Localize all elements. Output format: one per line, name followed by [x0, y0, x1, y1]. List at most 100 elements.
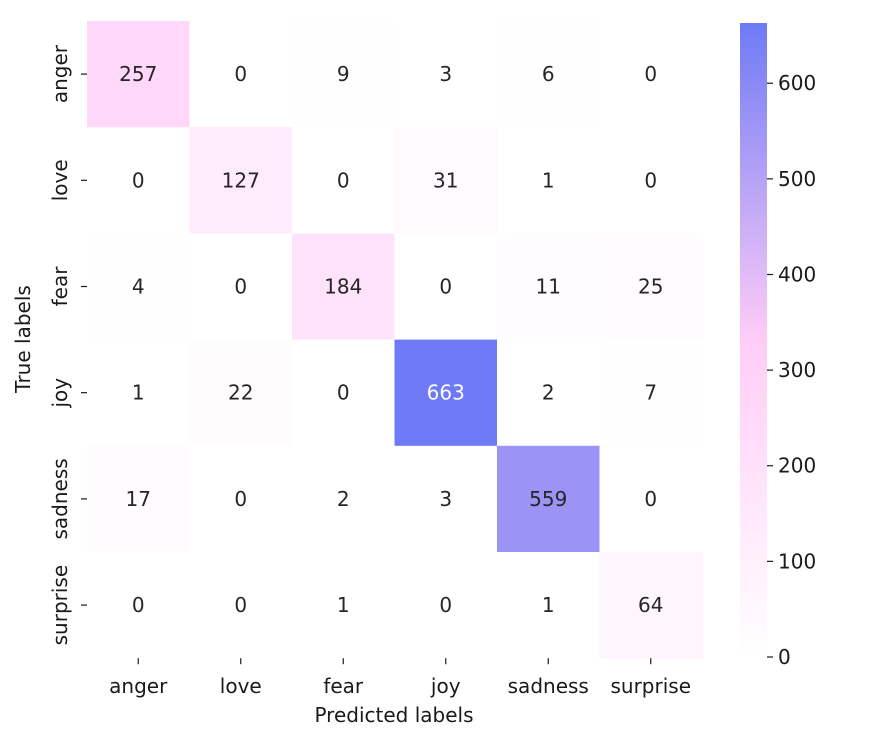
cell-value-label: 559: [529, 487, 567, 511]
cell-value-label: 3: [439, 62, 452, 86]
heatmap-cell: [292, 21, 396, 128]
heatmap-cell: [292, 127, 396, 234]
x-axis-label: Predicted labels: [314, 703, 473, 727]
heatmap-cell: [599, 552, 703, 659]
cell-value-label: 1: [337, 593, 350, 617]
x-axis: anger love fear joy sadness surprise: [109, 658, 691, 698]
x-tick-label: joy: [430, 674, 461, 698]
cell-value-label: 25: [638, 275, 663, 299]
cell-value-label: 0: [234, 487, 247, 511]
colorbar-tick-label: 100: [778, 549, 816, 573]
y-tick-label: love: [48, 159, 72, 201]
cell-value-label: 2: [542, 381, 555, 405]
cell-value-label: 4: [132, 275, 145, 299]
x-tick-label: love: [220, 674, 262, 698]
colorbar-ticks: 0 100 200 300 400 500 600: [767, 71, 816, 669]
heatmap-cell: [87, 445, 191, 553]
heatmap-cells: [87, 21, 703, 659]
heatmap-cell: [189, 552, 293, 659]
heatmap-cell: [394, 233, 498, 341]
cell-value-label: 64: [638, 593, 663, 617]
cell-value-label: 3: [439, 487, 452, 511]
heatmap-cell: [497, 127, 601, 234]
cell-value-label: 0: [644, 168, 657, 192]
cell-value-label: 0: [337, 381, 350, 405]
heatmap-cell: [292, 552, 396, 659]
heatmap-cell: [394, 552, 498, 659]
x-tick-label: anger: [109, 674, 168, 698]
heatmap-cell: [599, 233, 703, 341]
heatmap-cell: [599, 339, 703, 447]
cell-value-label: 0: [234, 275, 247, 299]
heatmap-cell: [87, 339, 191, 447]
colorbar-tick-label: 200: [778, 454, 816, 478]
y-axis: anger love fear joy sadness surprise: [48, 44, 87, 645]
cell-value-label: 0: [439, 275, 452, 299]
heatmap-cell: [189, 339, 293, 447]
heatmap-cell: [497, 339, 601, 447]
x-tick-label: surprise: [610, 674, 691, 698]
cell-value-label: 257: [119, 62, 157, 86]
cell-value-label: 1: [132, 381, 145, 405]
heatmap-cell: [497, 21, 601, 128]
cell-value-label: 2: [337, 487, 350, 511]
heatmap-cell: [189, 445, 293, 553]
y-tick-label: joy: [48, 378, 72, 409]
cell-value-label: 127: [222, 168, 260, 192]
heatmap-cell: [599, 445, 703, 553]
heatmap-cell: [292, 339, 396, 447]
colorbar-tick-label: 300: [778, 358, 816, 382]
cell-value-label: 22: [228, 381, 253, 405]
cell-value-label: 9: [337, 62, 350, 86]
cell-annotations: 257 0 9 3 6 00 127 0 31 1 04 0 184 0 11 251 22 0 663 2 717 0 2…: [119, 62, 663, 617]
heatmap-cell: [87, 233, 191, 341]
cell-value-label: 1: [542, 593, 555, 617]
cell-value-label: 0: [234, 62, 247, 86]
heatmap-cell: [394, 127, 498, 234]
heatmap-cell: [189, 233, 293, 341]
heatmap-cell: [394, 445, 498, 553]
cell-value-label: 184: [324, 275, 362, 299]
colorbar-tick-label: 600: [778, 71, 816, 95]
heatmap-cell: [497, 552, 601, 659]
heatmap-cell: [87, 552, 191, 659]
cell-value-label: 663: [427, 381, 465, 405]
heatmap-cell: [599, 127, 703, 234]
cell-value-label: 1: [542, 168, 555, 192]
cell-value-label: 6: [542, 62, 555, 86]
colorbar-tick-label: 400: [778, 262, 816, 286]
cell-value-label: 0: [132, 593, 145, 617]
x-tick-label: fear: [323, 674, 364, 698]
y-tick-label: fear: [48, 266, 72, 307]
cell-value-label: 0: [132, 168, 145, 192]
y-tick-label: sadness: [48, 458, 72, 539]
heatmap-cell: [189, 21, 293, 128]
cell-value-label: 0: [439, 593, 452, 617]
cell-value-label: 0: [644, 487, 657, 511]
cell-value-label: 31: [433, 168, 458, 192]
cell-value-label: 7: [644, 381, 657, 405]
heatmap-cell: [189, 127, 293, 234]
heatmap-cell: [497, 233, 601, 341]
heatmap-cell: [87, 21, 191, 128]
colorbar-tick-label: 0: [778, 645, 791, 669]
y-tick-label: anger: [48, 44, 72, 103]
heatmap-cell: [394, 339, 498, 447]
cell-value-label: 11: [536, 275, 561, 299]
colorbar-tick-label: 500: [778, 167, 816, 191]
y-axis-label: True labels: [11, 285, 35, 394]
heatmap-cell: [599, 21, 703, 128]
heatmap-cell: [87, 127, 191, 234]
y-tick-label: surprise: [48, 565, 72, 646]
heatmap-cell: [394, 21, 498, 128]
cell-value-label: 17: [126, 487, 151, 511]
cell-value-label: 0: [234, 593, 247, 617]
cell-value-label: 0: [644, 62, 657, 86]
cell-value-label: 0: [337, 168, 350, 192]
x-tick-label: sadness: [508, 674, 589, 698]
colorbar: [740, 23, 767, 657]
heatmap-cell: [292, 445, 396, 553]
heatmap-cell: [292, 233, 396, 341]
heatmap-cell: [497, 445, 601, 553]
